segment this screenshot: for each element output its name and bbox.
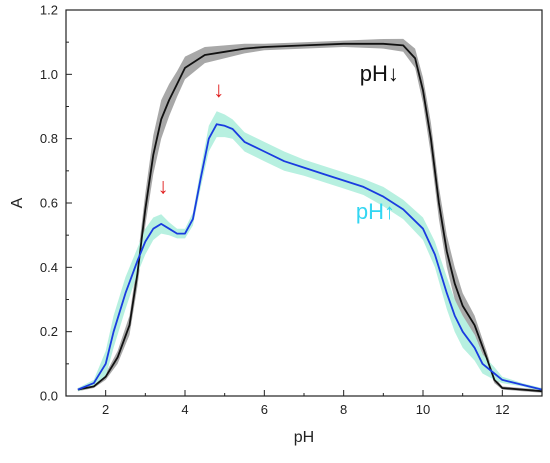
- annotations: pH↓ pH↑ ↓ ↓: [158, 61, 399, 224]
- y-axis-title: A: [9, 197, 26, 208]
- x-axis-ticks: 2 4 6 8 10 12: [65, 390, 543, 417]
- x-tick-label: 4: [181, 402, 188, 417]
- x-tick-label: 10: [416, 402, 430, 417]
- x-tick-label: 2: [102, 402, 109, 417]
- peak-arrow-1: ↓: [213, 77, 224, 102]
- x-tick-label: 12: [495, 402, 509, 417]
- y-axis-ticks: 0.0 0.2 0.4 0.6 0.8 1.0 1.2: [40, 3, 72, 404]
- y-tick-label: 0.6: [40, 196, 58, 211]
- band-series-1: [77, 111, 543, 392]
- x-tick-label: 8: [340, 402, 347, 417]
- y-tick-label: 0.8: [40, 131, 58, 146]
- confidence-bands: [77, 38, 543, 393]
- x-tick-label: 6: [261, 402, 268, 417]
- x-axis-title: pH: [294, 429, 314, 446]
- y-tick-label: 1.0: [40, 67, 58, 82]
- y-tick-label: 0.4: [40, 260, 58, 275]
- peak-arrow-0: ↓: [158, 173, 169, 198]
- series-annotation-0: pH↓: [360, 61, 399, 86]
- y-tick-label: 0.0: [40, 389, 58, 404]
- y-tick-label: 1.2: [40, 3, 58, 18]
- series-annotation-1: pH↑: [356, 199, 395, 224]
- y-tick-label: 0.2: [40, 324, 58, 339]
- line-series-1: [77, 123, 543, 391]
- series-lines: [77, 42, 543, 393]
